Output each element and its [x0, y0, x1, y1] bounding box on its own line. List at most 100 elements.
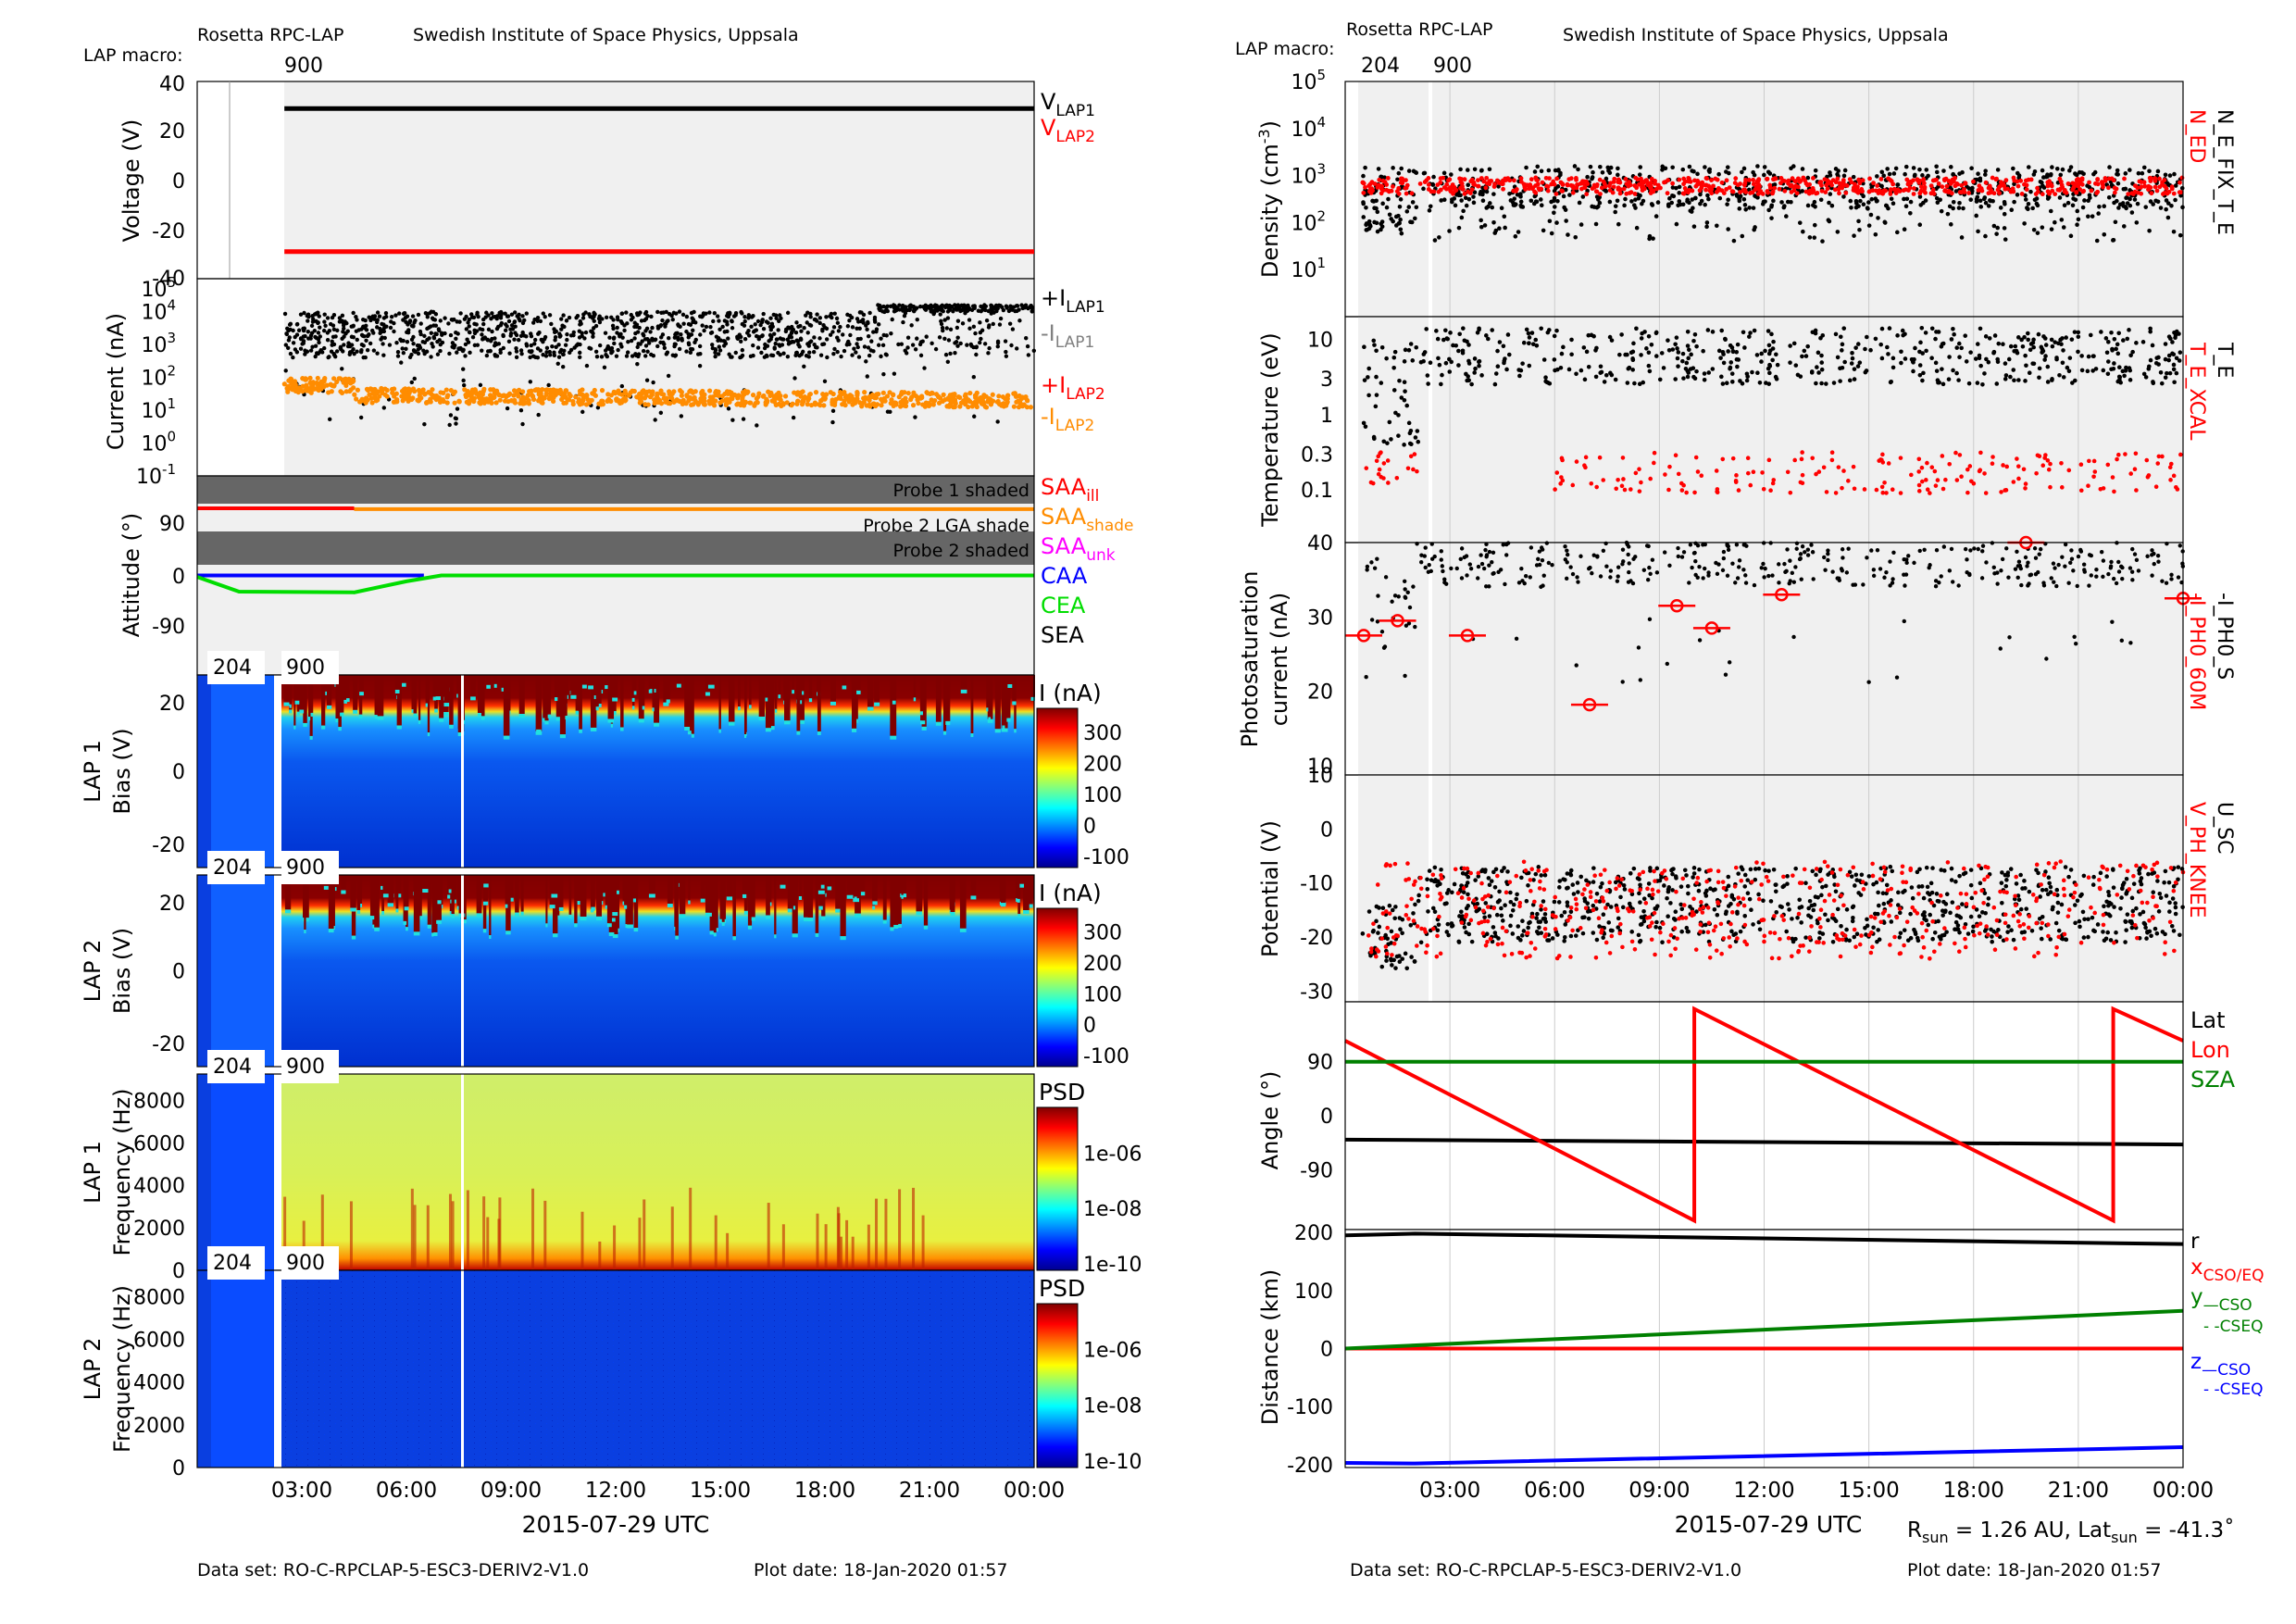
current-point	[742, 315, 747, 319]
current-point	[813, 390, 819, 395]
temperature-point	[1686, 356, 1691, 361]
current-point	[942, 336, 947, 341]
heatmap-spike	[283, 1196, 287, 1280]
current-point	[474, 329, 480, 333]
density-point	[1789, 166, 1793, 171]
current-point	[375, 351, 380, 356]
current-point	[422, 340, 428, 345]
current-point	[543, 314, 547, 319]
current-point	[716, 352, 721, 356]
current-point	[506, 339, 512, 344]
macro-label-box	[207, 1050, 265, 1083]
heatmap-spike	[749, 705, 752, 709]
density-point	[1591, 169, 1595, 175]
left-time-tick: 18:00	[794, 1479, 855, 1503]
density-point	[1729, 189, 1735, 194]
current-point	[828, 314, 832, 319]
density-point	[1765, 176, 1769, 181]
current-point	[884, 353, 889, 357]
current-point	[697, 363, 703, 369]
density-point	[1459, 215, 1465, 220]
density-point	[2177, 232, 2183, 238]
current-scatter	[281, 303, 1037, 428]
density-point	[1670, 194, 1675, 198]
density-point	[1693, 195, 1698, 201]
current-point	[789, 403, 794, 408]
current-point	[288, 376, 294, 382]
current-point	[737, 332, 742, 337]
current-point	[804, 313, 808, 318]
density-point	[2053, 219, 2057, 225]
current-point	[948, 327, 954, 331]
density-point	[1375, 229, 1380, 234]
density-point	[2080, 189, 2086, 194]
current-point	[684, 314, 690, 319]
current-point	[980, 328, 985, 332]
density-point	[2065, 181, 2071, 186]
density-point	[1956, 206, 1962, 210]
temperature-point	[1745, 374, 1750, 380]
density-point	[1782, 188, 1788, 194]
current-point	[746, 316, 751, 320]
density-point	[1476, 178, 1480, 182]
current-point	[958, 308, 963, 314]
heatmap-spike	[892, 675, 896, 701]
density-point	[1961, 206, 1965, 211]
density-point	[1655, 200, 1661, 205]
heatmap-spike	[1014, 729, 1017, 733]
temperature-point	[1802, 348, 1807, 354]
current-point	[493, 341, 498, 345]
density-point	[1549, 231, 1554, 236]
heatmap-spike	[552, 933, 558, 938]
density-point	[1940, 184, 1945, 190]
current-point	[984, 318, 990, 323]
current-legend-sign: -I	[1041, 320, 1055, 346]
density-legend: N_E_FIX_T_E	[2213, 109, 2236, 235]
current-point	[813, 402, 818, 407]
density-point	[2074, 172, 2079, 178]
heatmap-spike	[574, 875, 578, 924]
density-point	[1595, 204, 1601, 209]
density-point	[2075, 182, 2080, 188]
density-point	[1641, 186, 1646, 192]
heatmap-spike	[307, 675, 311, 718]
density-point	[1891, 171, 1897, 176]
density-point	[1978, 178, 1983, 183]
current-point	[425, 315, 430, 319]
density-point	[1703, 187, 1709, 193]
current-point	[547, 313, 553, 318]
temperature-point	[1634, 326, 1639, 331]
current-point	[867, 353, 872, 358]
heatmap-spike	[558, 875, 564, 907]
heatmap-spike	[896, 923, 902, 928]
current-point	[679, 389, 684, 395]
current-point	[495, 392, 502, 397]
colorbar	[1036, 907, 1079, 1068]
current-point	[567, 315, 572, 320]
density-point	[1471, 200, 1477, 206]
heatmap-spike	[884, 1198, 888, 1282]
current-point	[966, 303, 970, 308]
density-point	[1868, 212, 1874, 218]
current-point	[830, 330, 835, 334]
current-point	[745, 331, 750, 335]
macro-label-box	[207, 651, 265, 684]
current-point	[926, 401, 931, 406]
density-point	[2169, 186, 2175, 192]
heatmap-spike	[451, 914, 455, 918]
colorbar-label: PSD	[1039, 1079, 1085, 1106]
macro-label-box	[281, 651, 339, 684]
current-point	[801, 395, 807, 401]
heatmap-spike	[570, 675, 577, 695]
temperature-point	[1849, 361, 1854, 366]
heatmap-spike	[443, 675, 450, 704]
heatmap-spike	[515, 912, 519, 917]
heatmap-macro-204: 204	[213, 656, 252, 680]
current-point	[481, 386, 487, 392]
density-point	[1558, 172, 1563, 178]
heatmap-spike	[901, 894, 904, 899]
heatmap-spike	[555, 717, 563, 721]
density-point	[1978, 198, 1983, 204]
heatmap-spike	[627, 924, 633, 929]
density-point	[1601, 179, 1606, 184]
